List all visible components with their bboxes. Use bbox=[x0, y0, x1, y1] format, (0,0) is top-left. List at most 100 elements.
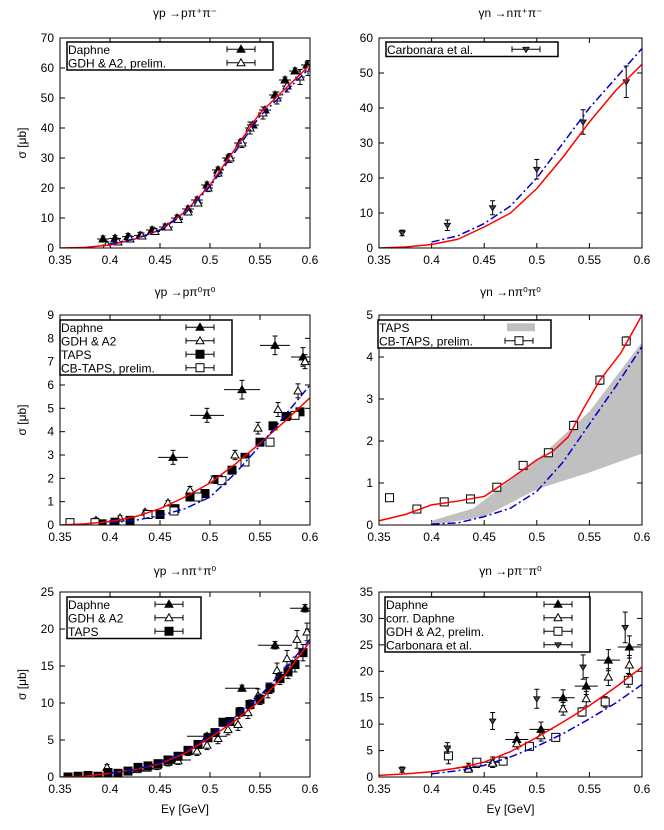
y-tick-label: 3 bbox=[47, 448, 54, 462]
panel-title: γp →pπ⁺π⁻ bbox=[153, 6, 217, 20]
data-point bbox=[579, 664, 588, 672]
x-tick-label: 0.5 bbox=[528, 530, 545, 544]
series-filled-square bbox=[97, 407, 305, 525]
x-tick-label: 0.6 bbox=[634, 782, 651, 796]
data-point bbox=[255, 437, 265, 447]
y-tick-label: 7 bbox=[47, 355, 54, 369]
plot-frame bbox=[59, 314, 311, 526]
blue-curve bbox=[431, 48, 642, 243]
legend-label: GDH & A2 bbox=[68, 611, 124, 625]
data-point bbox=[230, 449, 240, 459]
data-point bbox=[93, 771, 103, 777]
data-point bbox=[202, 740, 212, 749]
data-point bbox=[113, 768, 123, 777]
plot-frame bbox=[378, 314, 643, 526]
data-point bbox=[624, 659, 635, 669]
data-point bbox=[532, 166, 541, 174]
x-tick-label: 0.6 bbox=[302, 253, 319, 267]
x-tick-label: 0.6 bbox=[302, 530, 319, 544]
series-down-triangle bbox=[398, 65, 631, 237]
panel-4: γn →nπ⁰π⁰ 0.35 0.4 0.45 0.5 0.55 0.6 0 1 2 3 4 5 TAPS… bbox=[366, 285, 650, 544]
y-tick-label: 35 bbox=[360, 585, 374, 599]
x-tick-label: 0.4 bbox=[423, 782, 440, 796]
data-point bbox=[600, 697, 610, 707]
legend-marker bbox=[164, 599, 174, 608]
legend-marker bbox=[553, 612, 563, 622]
data-point bbox=[270, 340, 280, 349]
series-open-triangle bbox=[463, 654, 635, 773]
plot-area bbox=[379, 611, 642, 777]
legend-label: GDH & A2, prelim. bbox=[68, 56, 166, 70]
x-tick-label: 0.5 bbox=[202, 530, 219, 544]
y-tick-label: 2 bbox=[366, 434, 373, 448]
panel-title: γn →nπ⁺π⁻ bbox=[479, 6, 543, 20]
legend-label: TAPS bbox=[68, 625, 98, 639]
y-tick-label: 3 bbox=[366, 392, 373, 406]
data-point bbox=[579, 119, 588, 126]
x-tick-label: 0.6 bbox=[634, 530, 651, 544]
y-tick-label: 15 bbox=[41, 659, 55, 673]
y-tick-label: 50 bbox=[360, 66, 374, 80]
blue-curve bbox=[431, 346, 642, 525]
data-point bbox=[558, 692, 568, 702]
data-point bbox=[524, 741, 534, 751]
legend-label: Carbonara et al. bbox=[386, 638, 472, 652]
y-tick-label: 5 bbox=[47, 733, 54, 747]
data-point bbox=[98, 233, 108, 243]
data-point bbox=[603, 672, 614, 681]
data-point bbox=[237, 384, 247, 394]
panel-title: γn →nπ⁰π⁰ bbox=[480, 285, 541, 299]
legend-band-swatch bbox=[507, 323, 535, 332]
y-tick-label: 60 bbox=[41, 61, 55, 75]
red-curve bbox=[60, 641, 310, 777]
data-point bbox=[443, 745, 452, 752]
data-point bbox=[192, 746, 202, 755]
y-tick-label: 30 bbox=[360, 136, 374, 150]
y-tick-label: 25 bbox=[41, 585, 55, 599]
legend-label: TAPS bbox=[61, 348, 91, 362]
data-point bbox=[168, 452, 178, 461]
data-point bbox=[624, 641, 635, 651]
data-point bbox=[240, 457, 250, 467]
legend-marker bbox=[195, 322, 205, 331]
y-tick-label: 40 bbox=[41, 121, 55, 135]
y-tick-label: 40 bbox=[360, 101, 374, 115]
legend-label: GDH & A2 bbox=[61, 334, 117, 348]
data-point bbox=[265, 437, 275, 447]
y-tick-label: 20 bbox=[360, 664, 374, 678]
data-point bbox=[217, 476, 227, 486]
series-open-square bbox=[443, 672, 633, 767]
legend-marker bbox=[514, 336, 524, 346]
data-point bbox=[193, 492, 203, 502]
data-point bbox=[300, 603, 310, 612]
legend-label: Daphne bbox=[68, 598, 110, 612]
y-tick-label: 1 bbox=[47, 495, 54, 509]
plot-area bbox=[379, 315, 642, 525]
y-tick-label: 20 bbox=[41, 622, 55, 636]
y-tick-label: 4 bbox=[366, 350, 373, 364]
data-point bbox=[253, 423, 263, 432]
y-tick-label: 30 bbox=[360, 611, 374, 625]
y-tick-label: 5 bbox=[366, 308, 373, 322]
y-tick-label: 0 bbox=[47, 518, 54, 532]
panel-1: γp →pπ⁺π⁻ 0.35 0.4 0.45 0.5 0.55 0.6 0 10 20 30 40 5… bbox=[15, 6, 319, 267]
legend: Carbonara et al. bbox=[385, 41, 559, 58]
x-axis-label: Eγ [GeV] bbox=[486, 802, 534, 816]
data-point bbox=[532, 696, 541, 703]
data-point bbox=[558, 703, 568, 713]
x-tick-label: 0.45 bbox=[148, 530, 172, 544]
blue-curve bbox=[109, 384, 310, 524]
data-point bbox=[203, 733, 213, 743]
x-tick-label: 0.35 bbox=[367, 782, 391, 796]
x-tick-label: 0.35 bbox=[367, 530, 391, 544]
series-open-triangle bbox=[102, 60, 310, 248]
blue-curve bbox=[431, 683, 642, 775]
data-point bbox=[488, 205, 497, 212]
x-tick-label: 0.6 bbox=[634, 253, 651, 267]
y-tick-label: 10 bbox=[41, 696, 55, 710]
series-down-triangle bbox=[398, 611, 630, 774]
data-point bbox=[621, 625, 630, 632]
plot-area bbox=[379, 48, 642, 248]
x-tick-label: 0.45 bbox=[473, 253, 497, 267]
